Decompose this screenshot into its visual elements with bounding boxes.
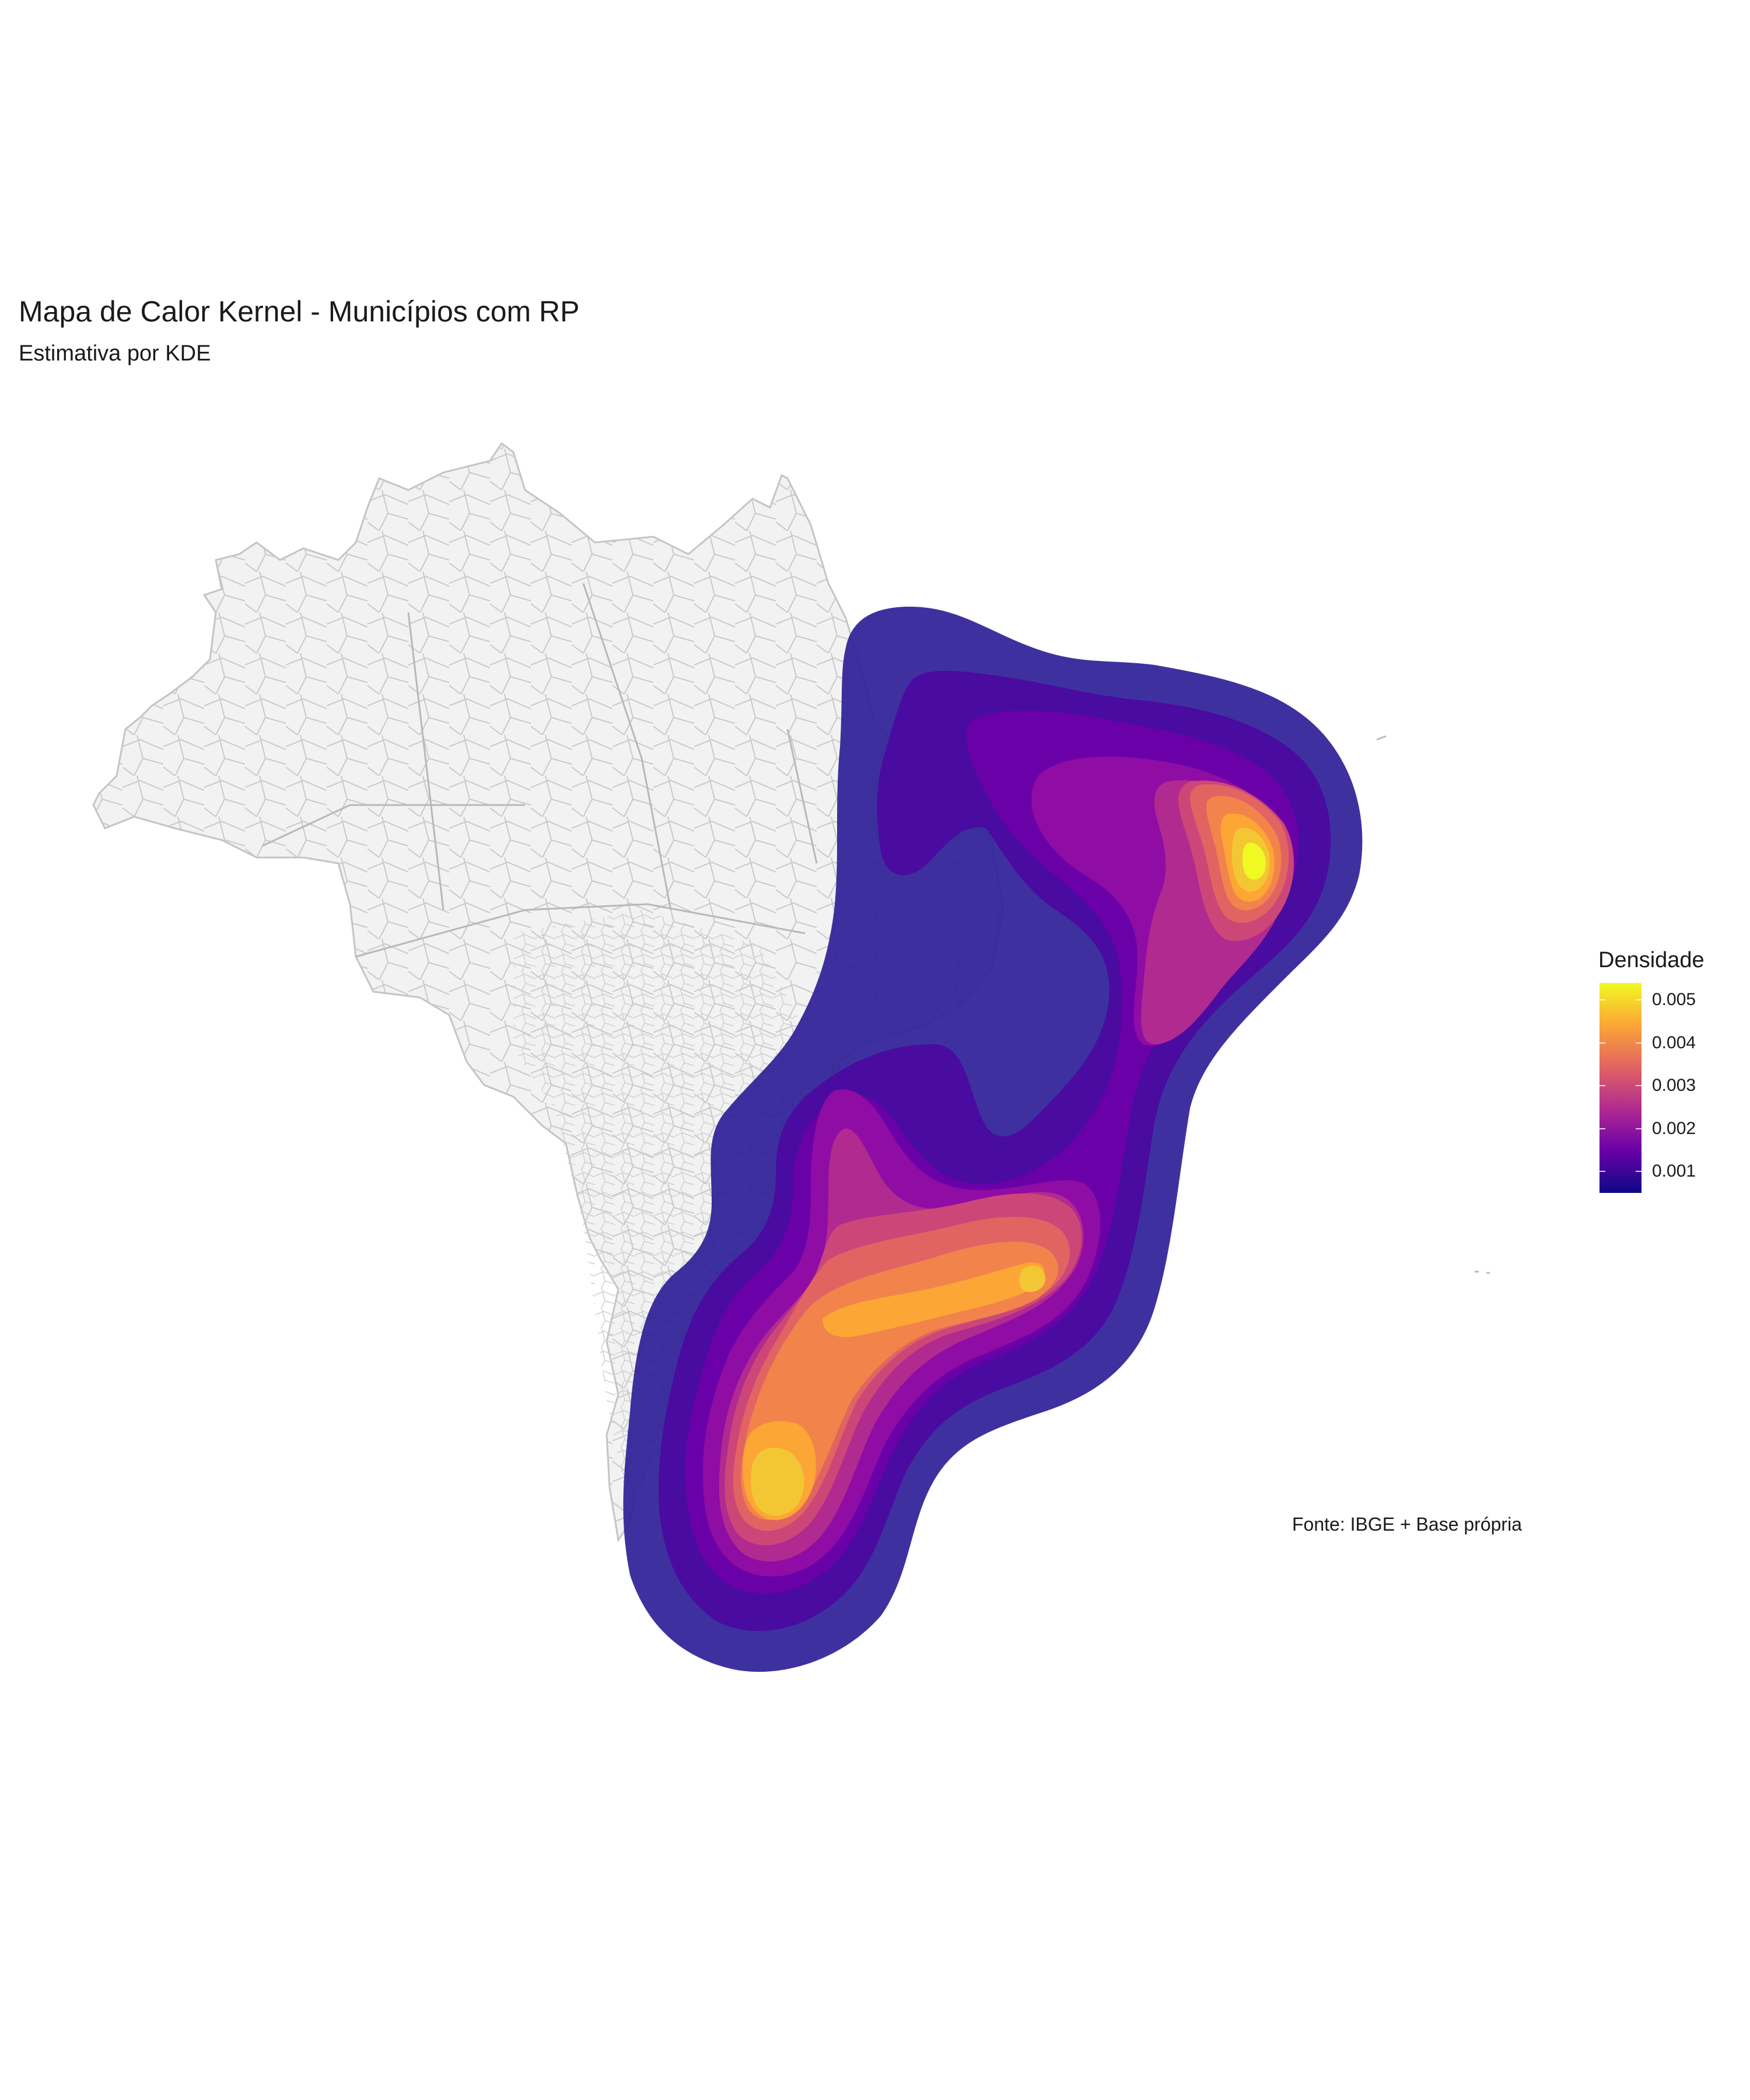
density-level-10c: [750, 1447, 804, 1516]
legend-tick-label: 0.004: [1652, 1032, 1696, 1052]
density-level-11: [1242, 842, 1266, 880]
legend-color-bar: [1600, 983, 1642, 1193]
kde-density-layer: [623, 607, 1363, 1672]
density-level-10b: [1019, 1266, 1046, 1292]
legend-tick-label: 0.003: [1652, 1076, 1696, 1096]
map-subtitle: Estimativa por KDE: [19, 341, 211, 366]
legend-tick-label: 0.001: [1652, 1161, 1696, 1181]
map-caption: Fonte: IBGE + Base própria: [1292, 1514, 1522, 1535]
density-legend: Densidade 0.005 0.004 0.003 0.002 0.001: [1598, 948, 1750, 1205]
map-title: Mapa de Calor Kernel - Municípios com RP: [19, 295, 580, 328]
density-level-9b: [822, 1262, 1045, 1338]
legend-tick-label: 0.002: [1652, 1118, 1696, 1138]
density-level-8b: [741, 1241, 1058, 1520]
legend-tick-label: 0.005: [1652, 990, 1696, 1010]
legend-title: Densidade: [1598, 948, 1704, 972]
brazil-landmass: [92, 442, 1490, 1542]
